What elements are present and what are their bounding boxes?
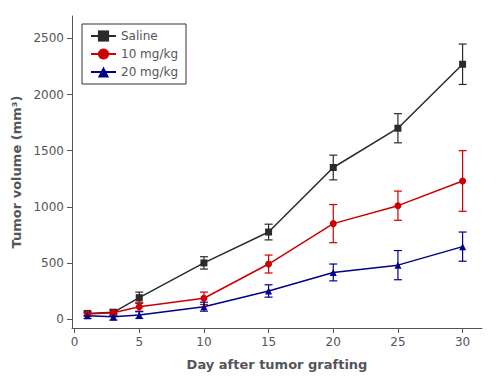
svg-text:Tumor volume (mm³): Tumor volume (mm³) <box>9 96 24 249</box>
svg-text:20 mg/kg: 20 mg/kg <box>121 65 178 79</box>
svg-text:2000: 2000 <box>33 88 64 102</box>
svg-text:10 mg/kg: 10 mg/kg <box>121 47 178 61</box>
svg-text:25: 25 <box>390 335 405 349</box>
svg-text:30: 30 <box>455 335 470 349</box>
svg-text:Day after tumor grafting: Day after tumor grafting <box>187 357 368 372</box>
svg-text:1000: 1000 <box>33 200 64 214</box>
svg-text:15: 15 <box>261 335 276 349</box>
svg-text:1500: 1500 <box>33 144 64 158</box>
svg-text:Saline: Saline <box>121 29 158 43</box>
svg-text:500: 500 <box>41 256 64 270</box>
svg-text:5: 5 <box>135 335 143 349</box>
svg-text:2500: 2500 <box>33 31 64 45</box>
svg-text:20: 20 <box>326 335 341 349</box>
svg-text:0: 0 <box>56 312 64 326</box>
svg-text:0: 0 <box>71 335 79 349</box>
svg-text:10: 10 <box>196 335 211 349</box>
